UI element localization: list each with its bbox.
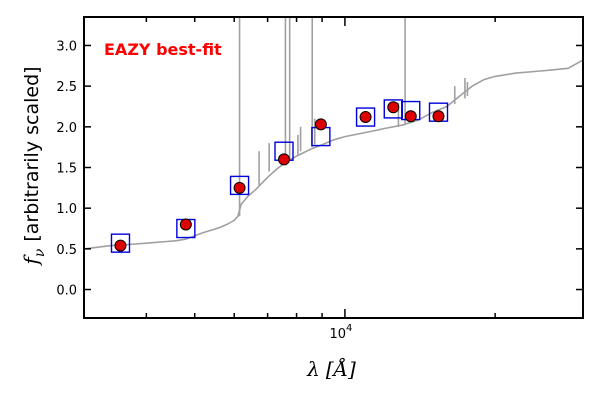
y-tick-label: 0.5 (56, 243, 77, 258)
observed-flux-point (278, 153, 291, 166)
x-tick-label: 104 (329, 323, 352, 342)
template-spectrum-line (84, 59, 583, 250)
observed-flux-point (404, 110, 417, 123)
y-tick-label: 3.0 (56, 39, 77, 54)
axes-frame (83, 16, 584, 319)
x-axis-symbol: λ (306, 357, 320, 381)
y-axis-subscript: ν (32, 248, 48, 257)
y-tick-label: 0.0 (56, 284, 77, 299)
axes-border (83, 16, 584, 319)
model-flux-marker (229, 175, 250, 196)
x-axis-unit: [Å] (326, 356, 356, 381)
chart-annotation: EAZY best-fit (104, 40, 222, 59)
ticks: 0.0 0.5 1.0 1.5 2.0 2.5 3.0 104 (56, 17, 584, 342)
svg-text:fν[arbitrarily scaled]: fν[arbitrarily scaled] (19, 66, 48, 266)
x-axis-label: λ [Å] (306, 356, 356, 381)
observed-flux-point (314, 118, 327, 131)
model-flux-marker (110, 233, 131, 253)
y-tick-label: 2.0 (56, 121, 77, 136)
observed-flux-point (359, 111, 372, 124)
y-tick-label: 2.5 (56, 80, 77, 95)
observed-flux-point (432, 110, 445, 123)
observed-flux-point (387, 101, 400, 114)
observed-flux-point (114, 239, 127, 252)
y-tick-label: 1.0 (56, 202, 77, 217)
plot-area (84, 17, 583, 253)
y-axis-text: [arbitrarily scaled] (21, 66, 43, 241)
observed-flux-point (179, 218, 192, 231)
x-tick-exponent: 4 (346, 323, 352, 334)
observed-flux-point (233, 181, 246, 194)
model-flux-marker (355, 107, 376, 127)
y-axis-label: fν[arbitrarily scaled] (19, 66, 48, 266)
y-tick-label: 1.5 (56, 162, 77, 177)
